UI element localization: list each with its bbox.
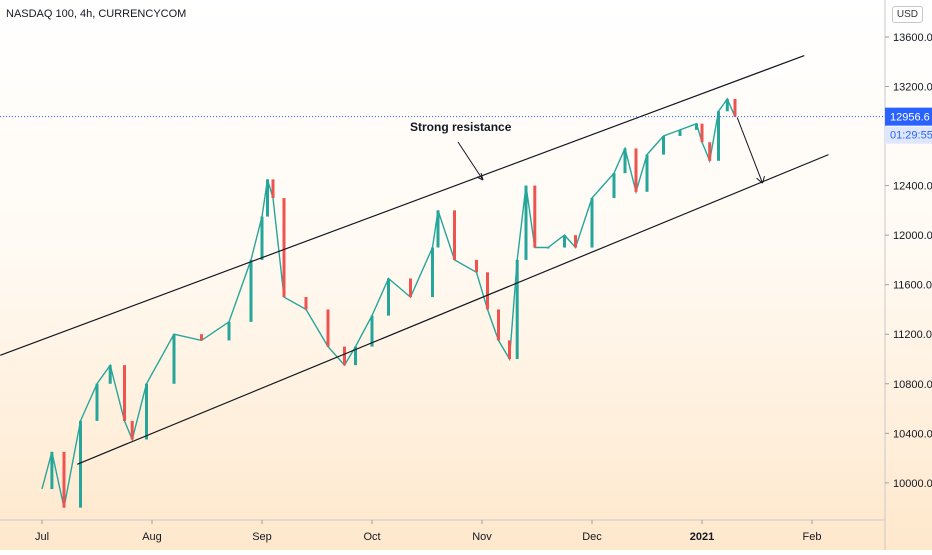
candle-mark — [590, 197, 594, 248]
candle-mark — [508, 340, 511, 359]
annotation-strong-resistance: Strong resistance — [410, 120, 512, 134]
x-tick-label: Jul — [35, 531, 49, 543]
x-tick-label: 2021 — [690, 531, 714, 543]
candle-mark — [304, 297, 308, 310]
candle-mark — [623, 148, 627, 174]
y-tick-label: 11600.0 — [893, 280, 932, 292]
candle-mark — [260, 216, 264, 260]
y-tick-label: 13600.0 — [893, 32, 932, 44]
x-tick-label: Dec — [582, 531, 602, 543]
x-tick-label: Sep — [252, 531, 272, 543]
projection-arrow-head — [756, 175, 765, 184]
y-tick-label: 10400.0 — [893, 428, 932, 440]
lower-channel-line — [76, 154, 829, 465]
candle-mark — [725, 98, 729, 112]
candle-mark — [533, 185, 537, 248]
countdown-tag — [885, 126, 932, 144]
last-price-tag — [885, 107, 932, 126]
candle-mark — [486, 272, 489, 310]
last-price-label: 12956.6 — [890, 112, 930, 124]
candle-mark — [497, 309, 500, 341]
candle-mark — [678, 129, 682, 137]
x-tick-label: Oct — [363, 531, 380, 543]
candle-mark — [546, 247, 550, 249]
candle-mark — [62, 451, 66, 508]
projection-arrow — [736, 117, 763, 184]
candle-mark — [662, 136, 665, 155]
candle-mark — [563, 235, 566, 248]
candle-mark — [634, 148, 638, 192]
candle-mark — [733, 98, 737, 117]
candle-mark — [431, 247, 434, 298]
candle-mark — [172, 334, 176, 384]
candle-mark — [271, 179, 275, 198]
countdown-label: 01:29:55 — [890, 130, 932, 142]
candle-mark — [123, 365, 126, 421]
y-tick-label: 11200.0 — [893, 329, 932, 341]
candle-mark — [700, 123, 704, 143]
annotation-arrow-head — [476, 172, 484, 181]
candle-mark — [343, 346, 346, 366]
candle-mark — [695, 123, 698, 130]
y-tick-label: 13200.0 — [893, 82, 932, 94]
y-tick-label: 10800.0 — [893, 379, 932, 391]
candle-mark — [145, 383, 148, 440]
candle-mark — [249, 259, 253, 322]
x-tick-label: Feb — [803, 531, 822, 543]
candle-mark — [108, 365, 112, 384]
candle-mark — [387, 278, 390, 316]
candle-mark — [227, 321, 231, 341]
candle-mark — [266, 179, 269, 217]
candle-mark — [409, 278, 412, 298]
y-tick-label: 12000.0 — [893, 230, 932, 242]
candle-mark — [645, 154, 649, 192]
candle-mark — [436, 210, 440, 248]
x-tick-label: Aug — [142, 531, 162, 543]
y-tick-label: 10000.0 — [893, 478, 932, 490]
candle-mark — [79, 420, 82, 508]
candle-mark — [708, 142, 712, 161]
price-series-line — [41, 97, 736, 508]
candle-mark — [282, 197, 286, 298]
candle-mark — [354, 346, 357, 366]
candle-mark — [200, 334, 203, 341]
candle-mark — [717, 111, 720, 161]
candle-mark — [326, 309, 330, 347]
candle-mark — [370, 315, 374, 347]
candle-mark — [524, 185, 528, 260]
candle-mark — [130, 420, 134, 440]
currency-button[interactable]: USD — [891, 6, 923, 23]
candle-mark — [475, 259, 478, 273]
candle-mark — [95, 383, 99, 421]
annotation-arrow — [457, 141, 484, 181]
upper-channel-line — [0, 54, 805, 356]
candle-mark — [453, 210, 456, 260]
x-tick-label: Nov — [472, 531, 492, 543]
candle-mark — [612, 173, 616, 198]
chart-title: NASDAQ 100, 4h, CURRENCYCOM — [6, 8, 187, 20]
candle-mark — [50, 451, 54, 490]
candle-mark — [574, 235, 577, 248]
candle-mark — [515, 259, 519, 359]
y-tick-label: 12400.0 — [893, 181, 932, 193]
